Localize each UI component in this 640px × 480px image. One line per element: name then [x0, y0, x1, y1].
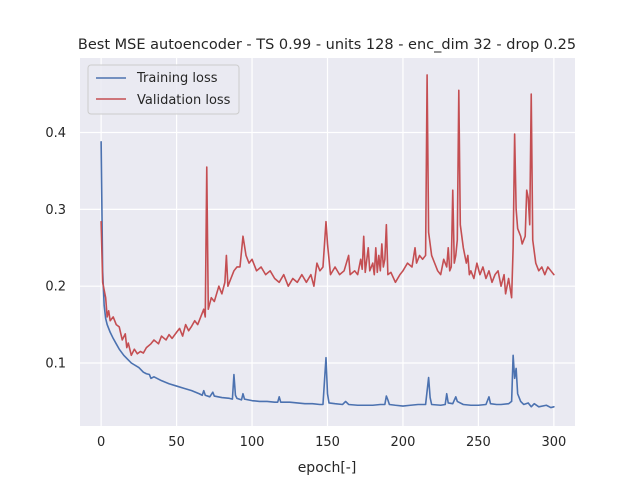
x-tick-label: 50 [168, 435, 185, 450]
legend-label-training-loss: Training loss [136, 71, 218, 86]
validation-loss-line [100, 74, 555, 357]
series-layer [100, 74, 555, 409]
x-tick-label: 0 [97, 435, 105, 450]
training-loss-line [100, 140, 555, 409]
y-tick-labels: 0.1 0.2 0.3 0.4 [45, 126, 66, 371]
legend: Training loss Validation loss [87, 64, 240, 115]
y-tick-label: 0.1 [45, 357, 66, 372]
chart-title: Best MSE autoencoder - TS 0.99 - units 1… [78, 37, 576, 53]
y-tick-label: 0.2 [45, 280, 66, 295]
y-tick-label: 0.4 [45, 126, 66, 141]
x-tick-label: 200 [391, 435, 416, 450]
x-tick-label: 300 [541, 435, 566, 450]
x-tick-label: 100 [240, 435, 265, 450]
grid [80, 58, 575, 426]
x-tick-label: 250 [466, 435, 491, 450]
legend-label-validation-loss: Validation loss [137, 93, 231, 108]
y-tick-label: 0.3 [45, 203, 66, 218]
x-axis-label: epoch[-] [298, 460, 357, 476]
x-tick-labels: 0 50 100 150 200 250 300 [97, 435, 566, 450]
x-tick-label: 150 [315, 435, 340, 450]
